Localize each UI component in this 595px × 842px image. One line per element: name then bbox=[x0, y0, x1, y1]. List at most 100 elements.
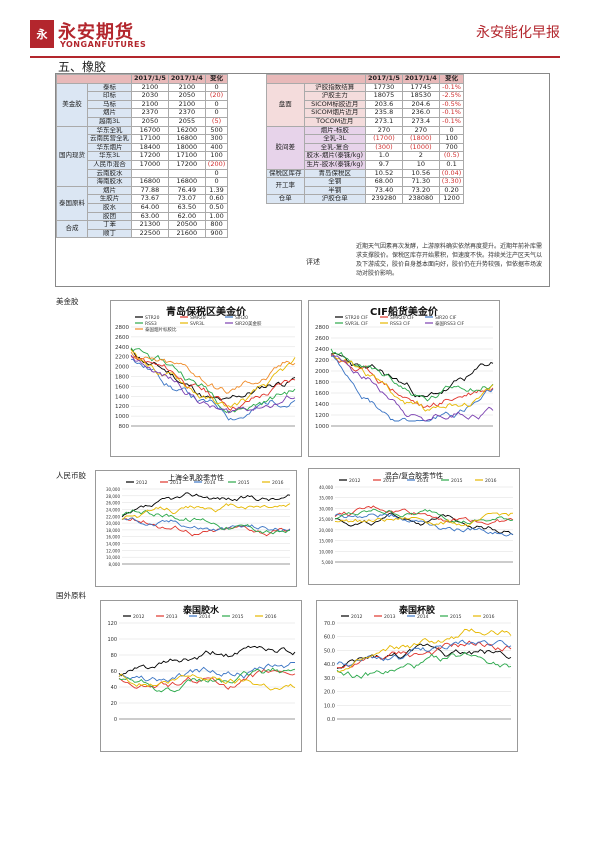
legend-label: 2013 bbox=[166, 614, 178, 620]
value-cell: 2 bbox=[401, 151, 440, 161]
value-cell: 10 bbox=[401, 159, 440, 170]
series-line bbox=[121, 492, 291, 518]
value-cell: 16700 bbox=[131, 125, 169, 136]
header-cell: 变化 bbox=[438, 74, 465, 84]
chart-plot: 2800 2600 2400 2200 2000 1800 1600 1400 1200 1000… bbox=[115, 315, 296, 430]
y-tick-label: 1400 bbox=[115, 394, 129, 400]
chart-shanghai-seasonal: 上海全乳胶季节性 30,000 28,000 26,000 24,000 22,000 2… bbox=[95, 470, 297, 587]
value-cell: -0.1% bbox=[438, 108, 465, 118]
value-cell: 16800 bbox=[131, 177, 169, 187]
legend-label: 2014 bbox=[417, 614, 429, 620]
legend-label: 2012 bbox=[351, 614, 363, 620]
row-label-cell: 华东烟片 bbox=[87, 142, 132, 153]
chart-title: 泰国胶水 bbox=[182, 606, 219, 616]
legend-label: 2016 bbox=[272, 480, 284, 486]
value-cell: 203.6 bbox=[365, 99, 403, 110]
y-tick-label: 20,000 bbox=[319, 528, 333, 533]
row-label-cell: TOCOM近月 bbox=[303, 116, 366, 127]
series-line bbox=[118, 645, 296, 677]
table-header-row: 2017/1/5 2017/1/4 变化 bbox=[56, 74, 229, 84]
value-cell: 62.00 bbox=[167, 211, 206, 222]
y-tick-label: 2600 bbox=[315, 336, 329, 342]
value-cell: 700 bbox=[438, 142, 465, 153]
group-name-cell: 美金胶 bbox=[56, 82, 88, 127]
y-tick-label: 1200 bbox=[315, 413, 329, 419]
value-cell: 2100 bbox=[167, 99, 206, 110]
table-row: 国内现货 华东全乳 16700 16200 500 bbox=[56, 125, 229, 187]
y-tick-label: 1400 bbox=[315, 402, 329, 408]
value-cell: 2050 bbox=[167, 91, 206, 101]
series-line bbox=[334, 508, 514, 525]
header-cell: 变化 bbox=[204, 74, 229, 84]
row-label-cell: 青岛保税区 bbox=[303, 168, 366, 179]
value-cell: -0.1% bbox=[438, 116, 465, 127]
series-line bbox=[334, 512, 514, 527]
row-label-cell: SICOM烟片近月 bbox=[303, 108, 366, 118]
value-cell: 2370 bbox=[131, 108, 169, 118]
y-tick-label: 5,000 bbox=[322, 560, 334, 565]
value-cell: (1800) bbox=[401, 134, 440, 144]
legend-label: 2015 bbox=[232, 614, 244, 620]
table-row: 人民币混合 17000 17200 (200) bbox=[57, 159, 229, 170]
value-cell: 73.07 bbox=[167, 194, 206, 204]
legend-label: 2013 bbox=[384, 614, 396, 620]
group-name-cell: 保税区库存 bbox=[266, 168, 305, 179]
row-label-cell: 生胶片 bbox=[87, 194, 132, 204]
legend-label: 2016 bbox=[485, 478, 497, 484]
value-cell: 68.00 bbox=[365, 177, 403, 187]
series-line bbox=[121, 509, 291, 535]
value-cell: 0 bbox=[204, 108, 229, 118]
group-name-cell: 合成 bbox=[56, 220, 88, 239]
value-cell: 18400 bbox=[131, 142, 169, 153]
y-tick-label: 40 bbox=[111, 685, 117, 691]
value-cell: (3.30) bbox=[438, 177, 465, 187]
table-row: 泰国原料 烟片 77.88 76.49 1.39 bbox=[56, 185, 229, 222]
chart-mixed-seasonal: 混合/复合胶季节性 40,000 35,000 30,000 25,000 20,000… bbox=[308, 468, 520, 585]
y-tick-label: 18,000 bbox=[106, 528, 120, 533]
row-label-cell: 丁苯 bbox=[87, 220, 132, 230]
value-cell: 500 bbox=[204, 125, 229, 136]
row-label-cell: 海南胶水 bbox=[87, 177, 132, 187]
group-name-cell: 盘面 bbox=[266, 82, 305, 127]
row-label-cell: SICOM标胶近月 bbox=[303, 99, 366, 110]
y-tick-label: 20.0 bbox=[324, 690, 335, 696]
table-row: 开工率 全钢 68.00 71.30 (3.30) bbox=[266, 177, 465, 196]
header-cell: 2017/1/5 bbox=[365, 74, 403, 84]
group-label-rmb: 人民币胶 bbox=[56, 471, 86, 480]
y-tick-label: 800 bbox=[119, 424, 130, 430]
header-cell: 2017/1/4 bbox=[401, 74, 440, 84]
y-tick-label: 30,000 bbox=[319, 506, 333, 511]
value-cell: 2100 bbox=[131, 99, 169, 110]
value-cell: 76.49 bbox=[167, 185, 206, 196]
value-cell: 1.00 bbox=[204, 211, 229, 222]
row-label-cell: 印标 bbox=[87, 91, 132, 101]
legend-label: RSS3 bbox=[145, 321, 157, 327]
value-cell: 64.00 bbox=[131, 202, 169, 213]
y-tick-label: 10.0 bbox=[324, 703, 335, 709]
chart-title: 泰国杯胶 bbox=[398, 606, 435, 616]
value-cell: 2055 bbox=[167, 116, 206, 127]
value-cell: 17200 bbox=[131, 151, 169, 161]
header-cell: 2017/1/4 bbox=[167, 74, 206, 84]
value-cell: 0 bbox=[204, 168, 229, 179]
y-tick-label: 8,000 bbox=[109, 562, 121, 567]
left-grid: 2017/1/5 2017/1/4 变化 美金胶 泰标 2100 2100 0 印标 2030 20… bbox=[56, 74, 229, 239]
row-label-cell: 云南胶水 bbox=[87, 168, 132, 179]
chart-plot: 70.0 60.0 50.0 40.0 30.0 20.0 10.0 0.0 2012 2013 2… bbox=[324, 614, 512, 723]
value-cell: 236.0 bbox=[401, 108, 440, 118]
row-label-cell: 胶水-烟片(泰铢/kg) bbox=[303, 151, 366, 161]
group-label-usd: 美金胶 bbox=[56, 297, 79, 306]
value-cell: 2100 bbox=[167, 82, 206, 93]
value-cell: (1700) bbox=[365, 134, 403, 144]
legend-label: 2014 bbox=[199, 614, 211, 620]
legend-label: 2016 bbox=[483, 614, 495, 620]
logo-english-text: YONGANFUTURES bbox=[60, 40, 147, 49]
value-cell bbox=[131, 168, 169, 179]
row-label-cell: 马标 bbox=[87, 99, 132, 110]
comment-label: 评述 bbox=[306, 258, 320, 266]
value-cell: 10.56 bbox=[401, 168, 440, 179]
legend-label: RSS3 CIF bbox=[390, 321, 411, 327]
legend-label: SMR20 CIF bbox=[390, 315, 414, 321]
value-cell: (1000) bbox=[401, 142, 440, 153]
